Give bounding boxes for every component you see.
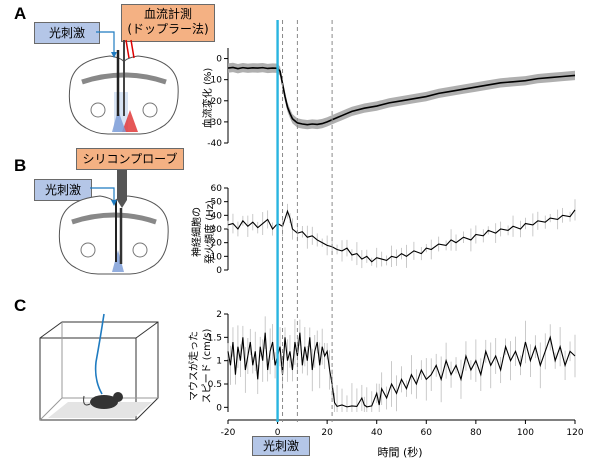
x-axis-label: 時間 (秒)	[377, 445, 422, 459]
x-tick-label: 120	[566, 428, 583, 438]
series-line	[227, 332, 576, 408]
plot-b-ylabel-line2: 発火頻度 (Hz)	[203, 200, 216, 264]
y-tick-label: 20	[211, 239, 223, 249]
y-tick-label: 40	[211, 211, 223, 221]
plot-a-ylabel: 血流変化 (%)	[201, 68, 214, 129]
plot-c-running-speed: 2 1.5 1 0.5 0 -20 0 20 40 60 80 100 120	[208, 310, 584, 438]
y-tick-label: -30	[207, 118, 222, 128]
plot-c-ylabel-line2: スピード (cm/s)	[201, 329, 213, 404]
measure-label-line2: (ドップラー法)	[127, 22, 209, 36]
panel-c-letter: C	[14, 296, 27, 315]
arena-illustration	[39, 313, 159, 421]
y-tick-label: 60	[211, 184, 223, 194]
y-tick-label: -20	[207, 97, 222, 107]
y-tick-label: 0	[216, 55, 222, 65]
plot-b-ylabel-line1: 神経細胞の	[190, 207, 203, 257]
x-tick-label: 100	[517, 428, 534, 438]
y-tick-label: 30	[211, 225, 223, 235]
brain-illustration-b	[58, 170, 169, 275]
y-tick-label: 2	[216, 310, 222, 320]
plot-a-blood-flow: 0 -10 -20 -30 -40	[207, 48, 576, 149]
panel-a-measure-tag: 血流計測 (ドップラー法)	[121, 4, 215, 42]
sem-band	[228, 62, 575, 130]
y-tick-label: -10	[207, 76, 222, 86]
x-tick-label: 80	[470, 428, 482, 438]
panel-b-probe-tag: シリコンプローブ	[76, 148, 184, 170]
x-tick-label: 0	[275, 428, 281, 438]
x-tick-label: 60	[421, 428, 433, 438]
x-tick-label: -20	[221, 428, 236, 438]
series-line	[227, 66, 576, 126]
x-tick-label: 40	[371, 428, 383, 438]
y-tick-label: 10	[211, 252, 223, 262]
y-tick-label: 0.5	[208, 380, 222, 390]
x-tick-label: 20	[321, 428, 333, 438]
panel-a-letter: A	[14, 4, 27, 23]
panel-b-stim-tag: 光刺激	[34, 179, 92, 201]
y-tick-label: 0	[216, 266, 222, 276]
panel-a-stim-tag: 光刺激	[34, 22, 100, 44]
y-tick-label: 0	[216, 403, 222, 413]
panel-b-letter: B	[14, 156, 27, 175]
plot-c-ylabel-line1: マウスが走った	[187, 331, 200, 401]
brain-illustration-a	[68, 31, 179, 135]
y-tick-label: 1.5	[208, 333, 222, 343]
measure-label-line1: 血流計測	[143, 7, 192, 21]
series-line	[227, 209, 576, 263]
y-tick-label: -40	[207, 139, 222, 149]
stimulus-markers	[276, 20, 333, 422]
bottom-stim-tag: 光刺激	[252, 436, 310, 456]
y-tick-label: 1	[216, 357, 222, 367]
y-tick-label: 50	[211, 198, 223, 208]
plot-b-firing-rate: 60 50 40 30 20 10 0	[211, 184, 576, 276]
